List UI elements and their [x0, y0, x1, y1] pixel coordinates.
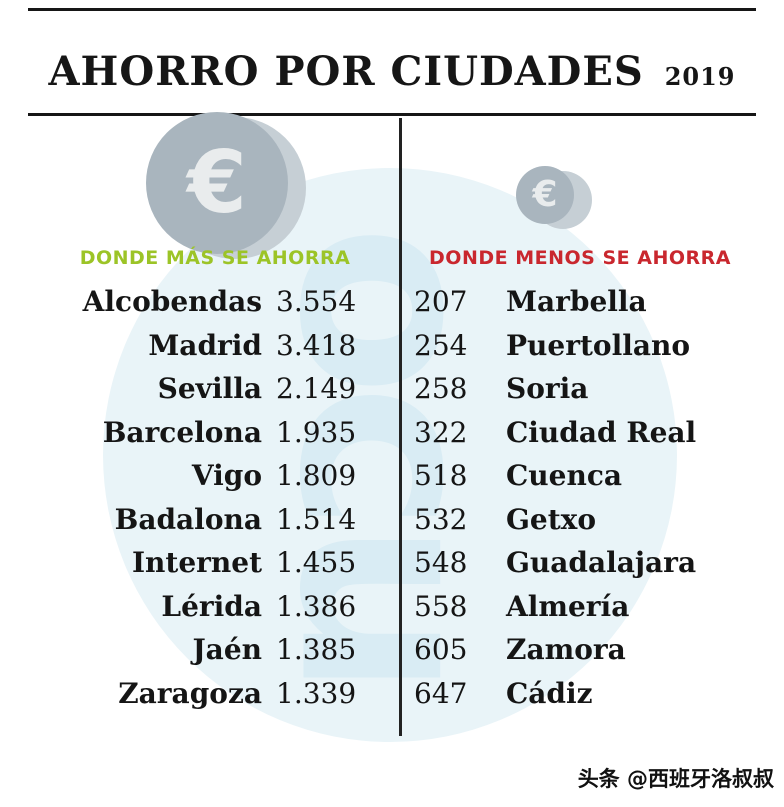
euro-symbol: €	[532, 174, 558, 215]
city-name: Vigo	[191, 459, 262, 493]
city-name: Zaragoza	[118, 676, 262, 710]
city-name: Lérida	[161, 589, 262, 623]
city-name: Jaén	[192, 633, 262, 667]
list-item: Jaén 1.385	[34, 628, 379, 672]
city-name: Sevilla	[157, 372, 262, 406]
list-item: 254 Puertollano	[414, 324, 766, 368]
savings-value: 532	[414, 502, 468, 536]
least-savings-list: 207 Marbella 254 Puertollano 258 Soria 3…	[414, 280, 766, 715]
list-item: 207 Marbella	[414, 280, 766, 324]
page-title-year: 2019	[664, 62, 736, 91]
savings-value: 548	[414, 546, 468, 580]
list-item: 548 Guadalajara	[414, 541, 766, 585]
savings-value: 1.809	[276, 459, 357, 493]
city-name: Cuenca	[506, 459, 623, 493]
city-name: Barcelona	[102, 415, 262, 449]
savings-value: 647	[414, 676, 468, 710]
ocu-logo-watermark: ocu	[103, 168, 677, 742]
city-name: Ciudad Real	[506, 415, 697, 449]
city-name: Badalona	[114, 502, 262, 536]
list-item: Sevilla 2.149	[34, 367, 379, 411]
city-name: Marbella	[506, 285, 647, 319]
list-item: 322 Ciudad Real	[414, 411, 766, 455]
savings-value: 254	[414, 328, 468, 362]
list-item: Madrid 3.418	[34, 324, 379, 368]
page-title-text: AHORRO POR CIUDADES	[48, 48, 644, 95]
savings-value: 2.149	[276, 372, 357, 406]
list-item: 647 Cádiz	[414, 672, 766, 716]
euro-coin-icon-small: €	[516, 166, 592, 229]
list-item: 532 Getxo	[414, 498, 766, 542]
euro-coin-face: €	[516, 166, 574, 224]
list-item: 518 Cuenca	[414, 454, 766, 498]
city-name: Almería	[506, 589, 630, 623]
top-divider-line	[28, 8, 756, 11]
list-item: Lérida 1.386	[34, 585, 379, 629]
list-item: Zaragoza 1.339	[34, 672, 379, 716]
city-name: Madrid	[148, 328, 262, 362]
heading-most-savings: DONDE MÁS SE AHORRA	[79, 247, 351, 269]
list-item: 258 Soria	[414, 367, 766, 411]
savings-value: 1.514	[276, 502, 357, 536]
city-name: Guadalajara	[506, 546, 697, 580]
credit-watermark: 头条 @西班牙洛叔叔	[577, 767, 774, 791]
savings-value: 258	[414, 372, 468, 406]
city-name: Soria	[506, 372, 589, 406]
list-item: 558 Almería	[414, 585, 766, 629]
savings-value: 3.554	[276, 285, 357, 319]
savings-value: 1.385	[276, 633, 357, 667]
savings-value: 518	[414, 459, 468, 493]
heading-least-savings: DONDE MENOS SE AHORRA	[429, 247, 731, 269]
savings-value: 3.418	[276, 328, 357, 362]
most-savings-list: Alcobendas 3.554 Madrid 3.418 Sevilla 2.…	[34, 280, 379, 715]
savings-value: 1.455	[276, 546, 357, 580]
list-item: Barcelona 1.935	[34, 411, 379, 455]
euro-coin-icon-large: €	[146, 112, 306, 259]
city-name: Zamora	[506, 633, 626, 667]
column-divider-line	[399, 118, 402, 736]
savings-value: 605	[414, 633, 468, 667]
savings-value: 1.935	[276, 415, 357, 449]
city-name: Cádiz	[506, 676, 593, 710]
list-item: Internet 1.455	[34, 541, 379, 585]
list-item: Vigo 1.809	[34, 454, 379, 498]
savings-value: 1.339	[276, 676, 357, 710]
euro-coin-face: €	[146, 112, 288, 254]
list-item: 605 Zamora	[414, 628, 766, 672]
city-name: Internet	[131, 546, 262, 580]
page-title: AHORRO POR CIUDADES 2019	[0, 48, 784, 95]
city-name: Puertollano	[506, 328, 691, 362]
list-item: Alcobendas 3.554	[34, 280, 379, 324]
euro-symbol: €	[187, 133, 247, 233]
savings-value: 558	[414, 589, 468, 623]
savings-value: 1.386	[276, 589, 357, 623]
city-name: Alcobendas	[82, 285, 262, 319]
savings-value: 207	[414, 285, 468, 319]
savings-value: 322	[414, 415, 468, 449]
city-name: Getxo	[506, 502, 597, 536]
title-divider-line	[28, 113, 756, 116]
list-item: Badalona 1.514	[34, 498, 379, 542]
